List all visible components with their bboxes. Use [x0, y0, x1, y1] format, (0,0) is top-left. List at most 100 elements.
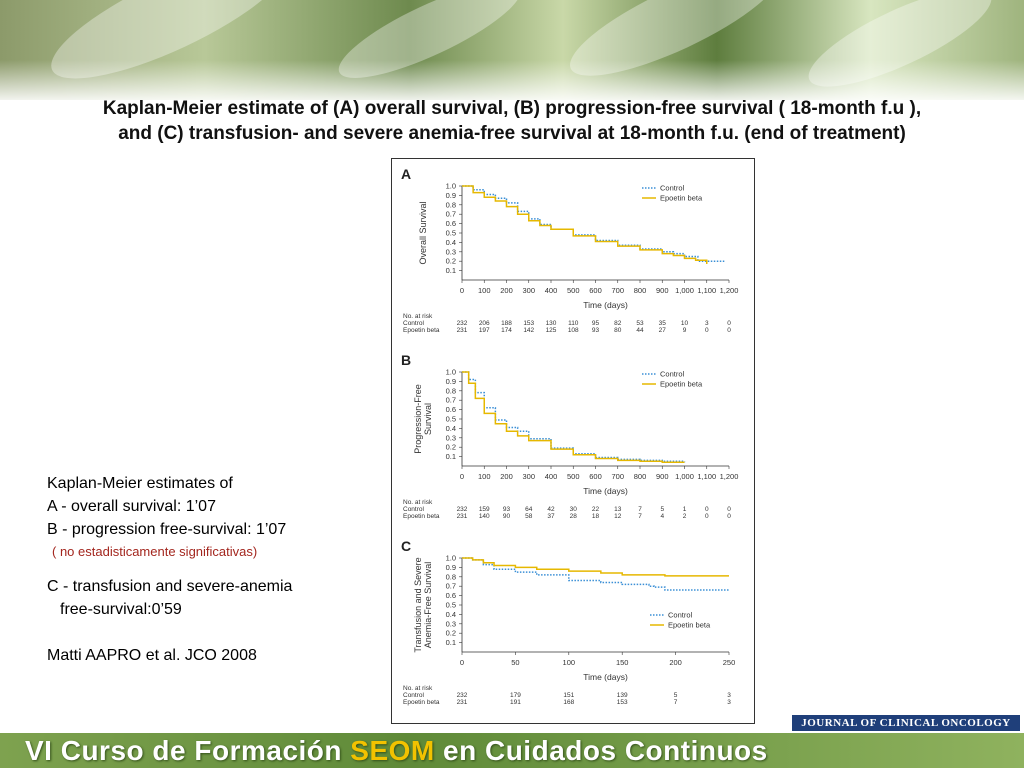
at-risk-value-b: 42 [547, 506, 555, 513]
x-tick-label-b: 1,000 [675, 472, 694, 481]
summary-not-significant: ( no estadisticamente significativas) [52, 544, 258, 559]
at-risk-value-a: 142 [523, 327, 534, 334]
at-risk-value-c: 179 [510, 692, 521, 699]
x-tick-label-b: 100 [478, 472, 491, 481]
title-line-2: and (C) transfusion- and severe anemia-f… [118, 123, 906, 144]
y-tick-label-c: 0.4 [446, 610, 456, 619]
x-tick-label-c: 50 [511, 658, 519, 667]
at-risk-value-b: 5 [660, 506, 664, 513]
at-risk-value-c: 5 [674, 692, 678, 699]
legend-label-c: Control [668, 611, 693, 620]
at-risk-value-b: 159 [479, 506, 490, 513]
y-tick-label-c: 0.6 [446, 591, 456, 600]
x-tick-label-a: 800 [634, 286, 647, 295]
at-risk-row-label-c: Control [403, 692, 425, 699]
y-axis-label-a: Overall Survival [418, 201, 428, 264]
series-epoetin-a [462, 185, 708, 265]
x-tick-label-a: 1,200 [720, 286, 739, 295]
summary-heading: Kaplan-Meier estimates of [47, 475, 233, 492]
at-risk-value-b: 7 [638, 513, 642, 520]
x-tick-label-b: 200 [500, 472, 513, 481]
at-risk-value-a: 9 [683, 327, 687, 334]
at-risk-value-c: 3 [727, 699, 731, 706]
at-risk-value-c: 153 [617, 699, 628, 706]
at-risk-value-a: 125 [546, 327, 557, 334]
x-tick-label-c: 150 [616, 658, 629, 667]
y-tick-label-b: 0.4 [446, 424, 456, 433]
y-tick-label-c: 0.3 [446, 619, 456, 628]
y-tick-label-b: 0.6 [446, 405, 456, 414]
kaplan-meier-svg: A0.10.20.30.40.50.60.70.80.91.00 100 200 30… [401, 166, 739, 706]
y-tick-label-c: 0.1 [446, 638, 456, 647]
at-risk-value-b: 2 [683, 513, 687, 520]
at-risk-value-b: 13 [614, 506, 622, 513]
header-banner [0, 0, 1024, 100]
x-axis-label-a: Time (days) [583, 300, 628, 310]
y-tick-label-a: 0.9 [446, 191, 456, 200]
at-risk-label-c: No. at risk [403, 685, 433, 692]
title-line-1: Kaplan-Meier estimate of (A) overall sur… [102, 98, 922, 119]
x-axis-label-b: Time (days) [583, 486, 628, 496]
at-risk-value-b: 231 [457, 513, 468, 520]
x-tick-label-c: 100 [563, 658, 576, 667]
at-risk-value-a: 0 [705, 327, 709, 334]
at-risk-value-c: 232 [457, 692, 468, 699]
at-risk-value-b: 18 [592, 513, 600, 520]
at-risk-value-a: 197 [479, 327, 490, 334]
at-risk-value-a: 53 [636, 320, 644, 327]
at-risk-value-a: 93 [592, 327, 600, 334]
y-tick-label-b: 0.3 [446, 433, 456, 442]
at-risk-value-c: 168 [563, 699, 574, 706]
at-risk-value-b: 232 [457, 506, 468, 513]
y-tick-label-c: 0.8 [446, 572, 456, 581]
y-tick-label-b: 0.9 [446, 377, 456, 386]
y-tick-label-a: 0.4 [446, 238, 456, 247]
x-tick-label-a: 400 [545, 286, 558, 295]
x-tick-label-b: 300 [522, 472, 535, 481]
y-tick-label-b: 0.7 [446, 396, 456, 405]
x-tick-label-a: 200 [500, 286, 513, 295]
x-tick-label-b: 0 [460, 472, 464, 481]
series-epoetin-c [462, 557, 729, 577]
at-risk-value-a: 35 [659, 320, 667, 327]
x-tick-label-a: 1,000 [675, 286, 694, 295]
citation: Matti AAPRO et al. JCO 2008 [47, 647, 257, 664]
x-tick-label-a: 900 [656, 286, 669, 295]
at-risk-value-b: 0 [727, 513, 731, 520]
at-risk-value-a: 232 [457, 320, 468, 327]
at-risk-value-c: 151 [563, 692, 574, 699]
x-tick-label-b: 1,200 [720, 472, 739, 481]
summary-progression-free: B - progression free-survival: 1’07 [47, 521, 287, 538]
journal-label: JOURNAL OF CLINICAL ONCOLOGY [792, 715, 1020, 731]
at-risk-value-b: 7 [638, 506, 642, 513]
at-risk-value-a: 10 [681, 320, 689, 327]
at-risk-value-b: 30 [570, 506, 578, 513]
y-tick-label-a: 0.6 [446, 219, 456, 228]
at-risk-value-b: 140 [479, 513, 490, 520]
at-risk-value-b: 93 [503, 506, 511, 513]
x-tick-label-c: 250 [723, 658, 736, 667]
legend-label-c: Epoetin beta [668, 621, 711, 630]
x-tick-label-b: 1,100 [697, 472, 716, 481]
y-axis-label-c: Transfusion and Severe [413, 557, 423, 652]
at-risk-row-label-a: Control [403, 320, 425, 327]
at-risk-value-c: 139 [617, 692, 628, 699]
at-risk-label-a: No. at risk [403, 313, 433, 320]
x-tick-label-a: 1,100 [697, 286, 716, 295]
x-tick-label-b: 700 [611, 472, 624, 481]
x-tick-label-b: 500 [567, 472, 580, 481]
at-risk-row-label-c: Epoetin beta [403, 699, 440, 706]
summary-transfusion-value: free-survival:0’59 [60, 601, 182, 618]
at-risk-value-a: 80 [614, 327, 622, 334]
x-tick-label-a: 0 [460, 286, 464, 295]
y-tick-label-b: 1.0 [446, 368, 456, 377]
at-risk-value-b: 90 [503, 513, 511, 520]
y-tick-label-a: 0.3 [446, 247, 456, 256]
at-risk-value-b: 0 [705, 513, 709, 520]
footer-text-seom: SEOM [350, 735, 435, 766]
at-risk-value-a: 0 [727, 320, 731, 327]
x-tick-label-b: 800 [634, 472, 647, 481]
at-risk-value-a: 95 [592, 320, 600, 327]
at-risk-value-b: 37 [547, 513, 555, 520]
at-risk-value-b: 0 [727, 506, 731, 513]
